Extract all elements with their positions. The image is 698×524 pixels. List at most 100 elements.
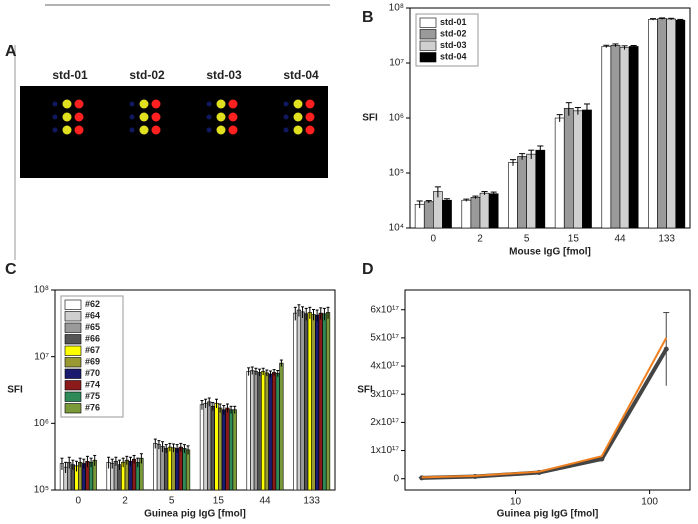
bar <box>279 362 284 491</box>
legend-label: #74 <box>85 380 100 390</box>
spot <box>52 127 58 133</box>
x-tick-label: 5 <box>524 234 530 245</box>
x-tick-label: 44 <box>614 234 626 245</box>
legend-label: #69 <box>85 357 100 367</box>
bar <box>214 402 219 491</box>
bar <box>657 18 667 229</box>
bar <box>315 314 320 491</box>
spot <box>228 99 238 109</box>
y-axis-title: SFI <box>7 385 23 396</box>
y-tick-label: 10⁵ <box>389 168 404 179</box>
bar <box>517 156 527 229</box>
y-tick-label: 0 <box>393 473 399 484</box>
y-axis-title: SFI <box>357 385 373 396</box>
bar <box>131 458 137 491</box>
spot <box>283 127 289 133</box>
y-axis-title: SFI <box>362 113 378 124</box>
legend-label: std-01 <box>440 17 467 27</box>
legend-label: #76 <box>85 403 100 413</box>
spot <box>62 99 72 109</box>
spot <box>305 125 315 135</box>
legend-label: #65 <box>85 322 100 332</box>
spot <box>206 101 212 107</box>
x-axis-title: Mouse IgG [fmol] <box>509 247 591 258</box>
spot <box>62 125 72 135</box>
bar <box>563 108 574 229</box>
bar <box>325 312 331 491</box>
array-label: std-04 <box>283 68 319 82</box>
spot <box>74 112 84 122</box>
bar <box>628 46 639 229</box>
bar <box>304 313 309 491</box>
spot <box>74 125 84 135</box>
bar <box>293 312 298 491</box>
spot <box>151 112 161 122</box>
array-image <box>20 86 328 178</box>
x-tick-label: 2 <box>122 496 128 507</box>
legend-swatch <box>64 334 82 345</box>
x-tick-label: 100 <box>641 497 658 508</box>
y-tick-label: 10⁷ <box>34 351 49 362</box>
x-axis-title: Guinea pig IgG [fmol] <box>497 509 599 519</box>
x-tick-label: 0 <box>76 496 82 507</box>
bar <box>268 373 273 491</box>
panel-letter: C <box>5 261 17 278</box>
bar <box>488 193 499 229</box>
spot <box>151 125 161 135</box>
bar <box>250 370 255 491</box>
legend-swatch <box>64 380 82 391</box>
bar <box>479 192 490 229</box>
y-tick-label: 10⁸ <box>389 3 404 14</box>
bar <box>225 407 230 491</box>
spot <box>52 101 58 107</box>
y-tick-label: 6x10¹⁷ <box>370 304 399 315</box>
legend-swatch <box>64 403 82 414</box>
legend-swatch <box>419 17 437 28</box>
bar <box>461 199 472 229</box>
y-tick-label: 10⁵ <box>34 485 49 496</box>
legend-label: #62 <box>85 299 100 309</box>
spot <box>305 99 315 109</box>
bar <box>582 109 592 229</box>
x-tick-label: 44 <box>259 496 271 507</box>
spot <box>139 125 149 135</box>
spot <box>129 127 135 133</box>
array-label: std-01 <box>52 68 88 82</box>
x-tick-label: 133 <box>303 496 320 507</box>
y-tick-label: 10⁶ <box>34 418 49 429</box>
bar <box>175 448 180 491</box>
legend-label: std-03 <box>440 40 467 50</box>
legend-label: std-04 <box>440 52 467 62</box>
legend-swatch <box>64 299 82 310</box>
spot <box>293 125 303 135</box>
bar <box>171 447 176 491</box>
legend-label: #64 <box>85 311 100 321</box>
fit-line <box>421 348 668 480</box>
spot <box>52 114 58 120</box>
plot-frame <box>404 289 691 491</box>
legend-swatch <box>64 368 82 379</box>
legend-swatch <box>419 40 437 51</box>
legend-swatch <box>64 345 82 356</box>
bar <box>124 459 129 491</box>
bar <box>199 404 205 491</box>
spot <box>139 99 149 109</box>
array-label: std-02 <box>129 68 165 82</box>
bar <box>322 313 327 491</box>
y-tick-label: 10⁴ <box>389 223 404 234</box>
bar <box>675 19 686 229</box>
panel-letter: B <box>362 9 374 26</box>
bar <box>271 372 277 491</box>
legend-swatch <box>64 357 82 368</box>
spot <box>129 114 135 120</box>
panel-letter: A <box>5 43 17 60</box>
spot <box>216 99 226 109</box>
legend-label: #75 <box>85 391 100 401</box>
bar <box>535 149 546 229</box>
bar <box>601 46 612 229</box>
bar <box>300 311 305 491</box>
bar <box>264 372 269 491</box>
bar <box>526 153 537 229</box>
x-tick-label: 5 <box>169 496 175 507</box>
